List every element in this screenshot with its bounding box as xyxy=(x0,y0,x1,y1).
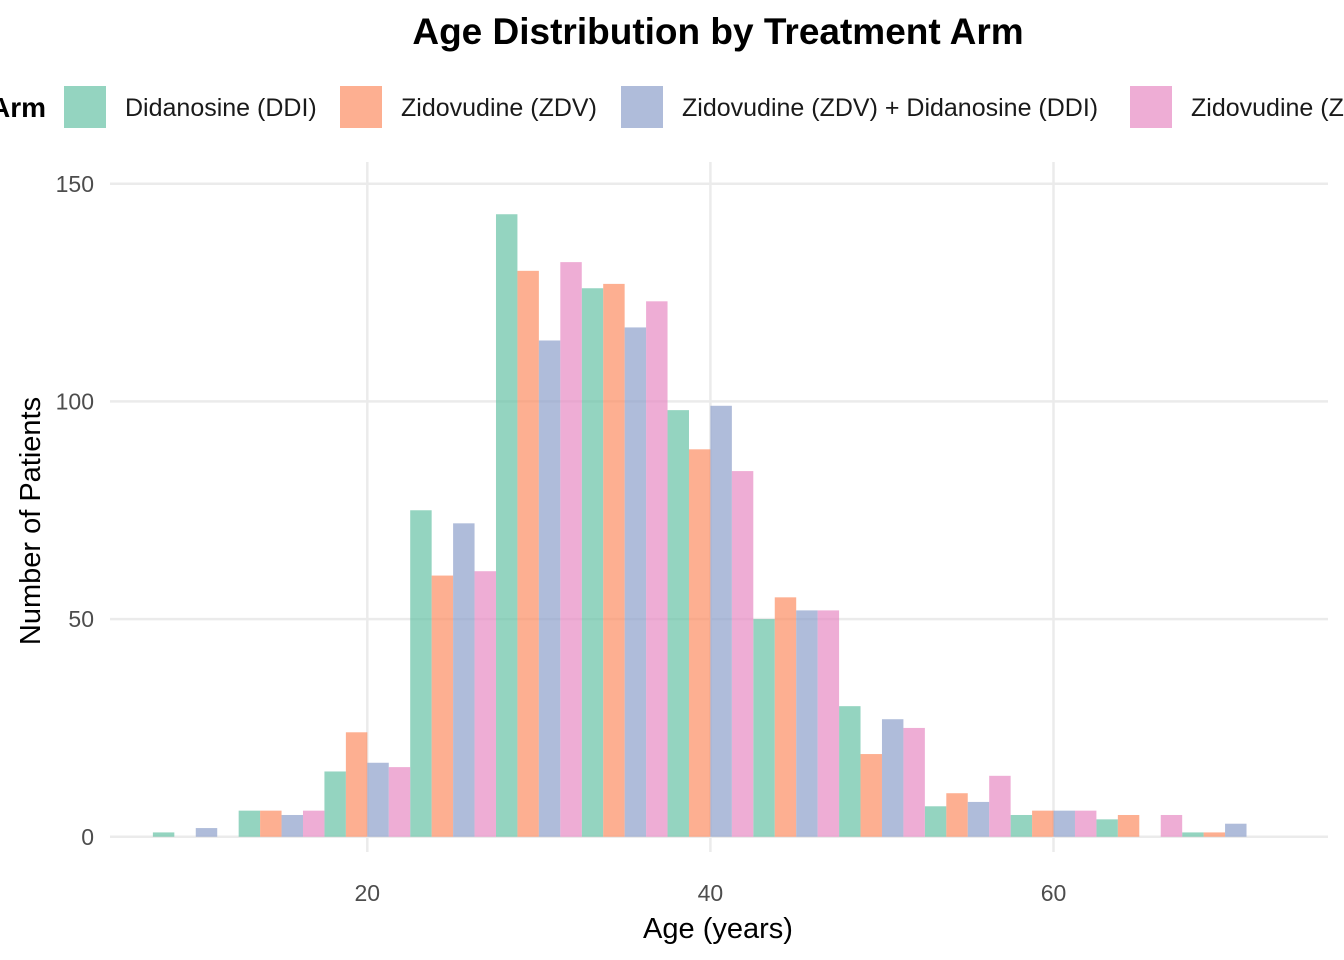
bar xyxy=(860,754,882,837)
bar xyxy=(152,832,175,837)
bar xyxy=(1160,814,1183,837)
legend-label: Zidovudine (ZDV) + Zalcitabine (ZAL) xyxy=(1191,94,1344,122)
y-tick-label: 0 xyxy=(81,824,94,850)
bar xyxy=(474,571,496,837)
bar xyxy=(710,405,732,837)
bar xyxy=(731,471,754,837)
bar xyxy=(1096,819,1118,837)
legend-key xyxy=(340,86,382,128)
bar xyxy=(1053,810,1075,837)
bar xyxy=(989,775,1011,837)
bar xyxy=(453,523,475,837)
bar xyxy=(881,719,904,837)
bar xyxy=(624,327,647,837)
chart-title: Age Distribution by Treatment Arm xyxy=(412,11,1023,52)
bar xyxy=(388,767,411,837)
bar xyxy=(1203,832,1226,837)
bar xyxy=(774,597,797,837)
legend-item: Zidovudine (ZDV) xyxy=(340,86,597,128)
bar xyxy=(1117,814,1140,837)
bar xyxy=(1182,832,1204,837)
legend: Arm Didanosine (DDI) Zidovudine (ZDV) Zido… xyxy=(0,86,1344,128)
bar xyxy=(903,727,925,837)
x-tick-label: 20 xyxy=(355,880,381,906)
x-tick-label: 40 xyxy=(698,880,724,906)
bar xyxy=(646,301,668,837)
bar xyxy=(1074,810,1097,837)
legend-label: Zidovudine (ZDV) + Didanosine (DDI) xyxy=(682,94,1098,122)
bar xyxy=(924,806,947,837)
y-tick-label: 150 xyxy=(56,171,94,197)
bar xyxy=(324,771,346,837)
bar xyxy=(839,706,861,837)
bar xyxy=(1225,823,1247,837)
legend-item: Zidovudine (ZDV) + Zalcitabine (ZAL) xyxy=(1130,86,1344,128)
legend-item: Zidovudine (ZDV) + Didanosine (DDI) xyxy=(621,86,1098,128)
legend-key xyxy=(1130,86,1172,128)
bar xyxy=(238,810,261,837)
legend-key xyxy=(621,86,663,128)
bar xyxy=(538,340,561,837)
bar xyxy=(753,619,775,837)
bar xyxy=(281,814,303,837)
x-tick-label: 60 xyxy=(1041,880,1067,906)
bar xyxy=(817,610,840,837)
bar xyxy=(603,283,625,837)
bar xyxy=(367,762,389,837)
legend-title: Arm xyxy=(0,92,46,123)
bar xyxy=(410,510,432,837)
bar xyxy=(796,610,818,837)
bar xyxy=(1032,810,1054,837)
bar xyxy=(1010,814,1033,837)
bar xyxy=(688,449,711,837)
y-tick-label: 100 xyxy=(56,388,94,414)
legend-label: Didanosine (DDI) xyxy=(125,94,317,122)
y-tick-label: 50 xyxy=(68,606,94,632)
legend-label: Zidovudine (ZDV) xyxy=(401,94,597,122)
bar xyxy=(967,801,990,837)
bar xyxy=(495,214,518,837)
y-axis-title: Number of Patients xyxy=(15,397,47,645)
x-axis-ticks: 20 40 60 xyxy=(355,880,1067,906)
bar xyxy=(302,810,325,837)
y-axis-ticks: 0 50 100 150 xyxy=(56,171,94,850)
legend-key xyxy=(64,86,106,128)
legend-item: Didanosine (DDI) xyxy=(64,86,317,128)
bar xyxy=(946,793,968,837)
bar xyxy=(667,410,689,837)
bar xyxy=(195,828,218,837)
bar xyxy=(560,262,582,837)
x-axis-title: Age (years) xyxy=(643,913,793,945)
bar xyxy=(431,575,454,837)
bars xyxy=(152,214,1247,837)
bar xyxy=(345,732,368,837)
bar xyxy=(517,270,539,837)
bar xyxy=(260,810,282,837)
bar xyxy=(581,288,604,837)
